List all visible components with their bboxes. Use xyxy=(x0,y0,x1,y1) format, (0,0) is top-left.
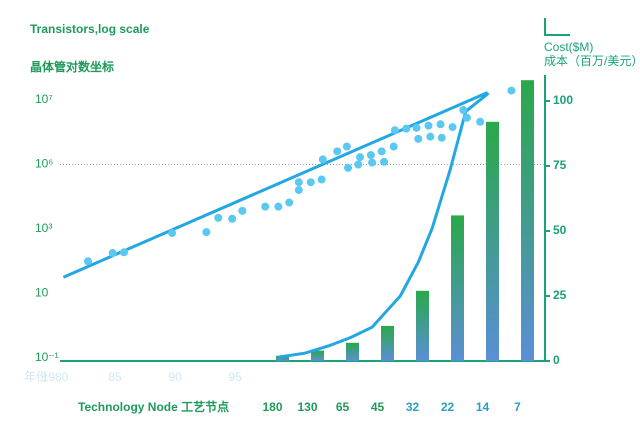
point xyxy=(476,117,485,126)
point xyxy=(84,257,93,266)
point xyxy=(448,123,457,132)
point xyxy=(342,142,351,151)
bar-category-label: 14 xyxy=(476,400,490,414)
y2-tick-label: 25 xyxy=(553,288,567,302)
point xyxy=(294,178,303,187)
point xyxy=(436,120,445,129)
point xyxy=(306,178,315,187)
x-tick-label: 85 xyxy=(108,370,122,384)
point xyxy=(261,202,270,211)
bar-category-label: 180 xyxy=(262,400,282,414)
bar-category-label: 130 xyxy=(297,400,317,414)
y-tick-label: 10⁻¹ xyxy=(35,350,59,364)
point xyxy=(317,175,326,184)
axis-corner xyxy=(544,18,570,36)
point xyxy=(318,155,327,164)
y2-tick-label: 0 xyxy=(553,353,560,367)
y-tick-label: 10 xyxy=(35,286,49,300)
point xyxy=(333,147,342,156)
point xyxy=(424,121,433,130)
point xyxy=(356,153,365,162)
y-tick-label: 10³ xyxy=(35,221,52,235)
point xyxy=(368,158,377,167)
y2-axis-label: Cost($M) xyxy=(544,40,593,54)
bar-category-label: 65 xyxy=(336,400,350,414)
point xyxy=(426,132,435,141)
bar xyxy=(416,290,429,361)
point xyxy=(238,206,247,215)
y2-tick-label: 100 xyxy=(553,93,573,107)
point xyxy=(459,105,468,114)
bar-category-label: 45 xyxy=(371,400,385,414)
point xyxy=(214,213,223,222)
point xyxy=(274,202,283,211)
x-axis-label: 年份 xyxy=(24,370,48,384)
point xyxy=(507,86,516,95)
bar xyxy=(451,215,464,361)
cost-line xyxy=(278,92,490,359)
y-tick-label: 10⁶ xyxy=(35,157,53,171)
point xyxy=(377,147,386,156)
bar-category-label: 32 xyxy=(406,400,420,414)
point xyxy=(294,186,303,195)
y-tick-label: 10⁷ xyxy=(35,92,53,106)
point xyxy=(412,123,421,132)
point xyxy=(120,248,129,257)
bar-category-label: 7 xyxy=(514,400,521,414)
point xyxy=(366,151,375,160)
x-tick-label: 90 xyxy=(168,370,182,384)
point xyxy=(344,163,353,172)
y2-tick-label: 75 xyxy=(553,158,567,172)
point xyxy=(389,142,398,151)
point xyxy=(202,228,211,237)
bar-axis-label: Technology Node 工艺节点 xyxy=(78,399,229,414)
point xyxy=(285,198,294,207)
chart-subtitle: 晶体管对数坐标 xyxy=(30,59,114,74)
point xyxy=(390,126,399,135)
bar xyxy=(521,80,534,361)
y2-tick-label: 50 xyxy=(553,223,567,237)
bar-category-label: 22 xyxy=(441,400,455,414)
point xyxy=(414,134,423,143)
point xyxy=(168,229,177,238)
trend-line xyxy=(62,91,488,279)
chart-title: Transistors,log scale xyxy=(30,22,150,36)
point xyxy=(380,157,389,166)
point xyxy=(402,124,411,133)
point xyxy=(228,214,237,223)
point xyxy=(108,249,117,258)
bar xyxy=(276,355,289,361)
bar xyxy=(381,325,394,361)
point xyxy=(437,133,446,142)
y2-axis-label-cn: 成本（百万/美元） xyxy=(544,54,640,68)
bar xyxy=(311,350,324,361)
bar xyxy=(346,342,359,361)
bar xyxy=(486,121,499,361)
x-tick-label: 95 xyxy=(228,370,242,384)
point xyxy=(354,160,363,169)
x-tick-label: 1980 xyxy=(42,370,69,384)
point xyxy=(462,113,471,122)
